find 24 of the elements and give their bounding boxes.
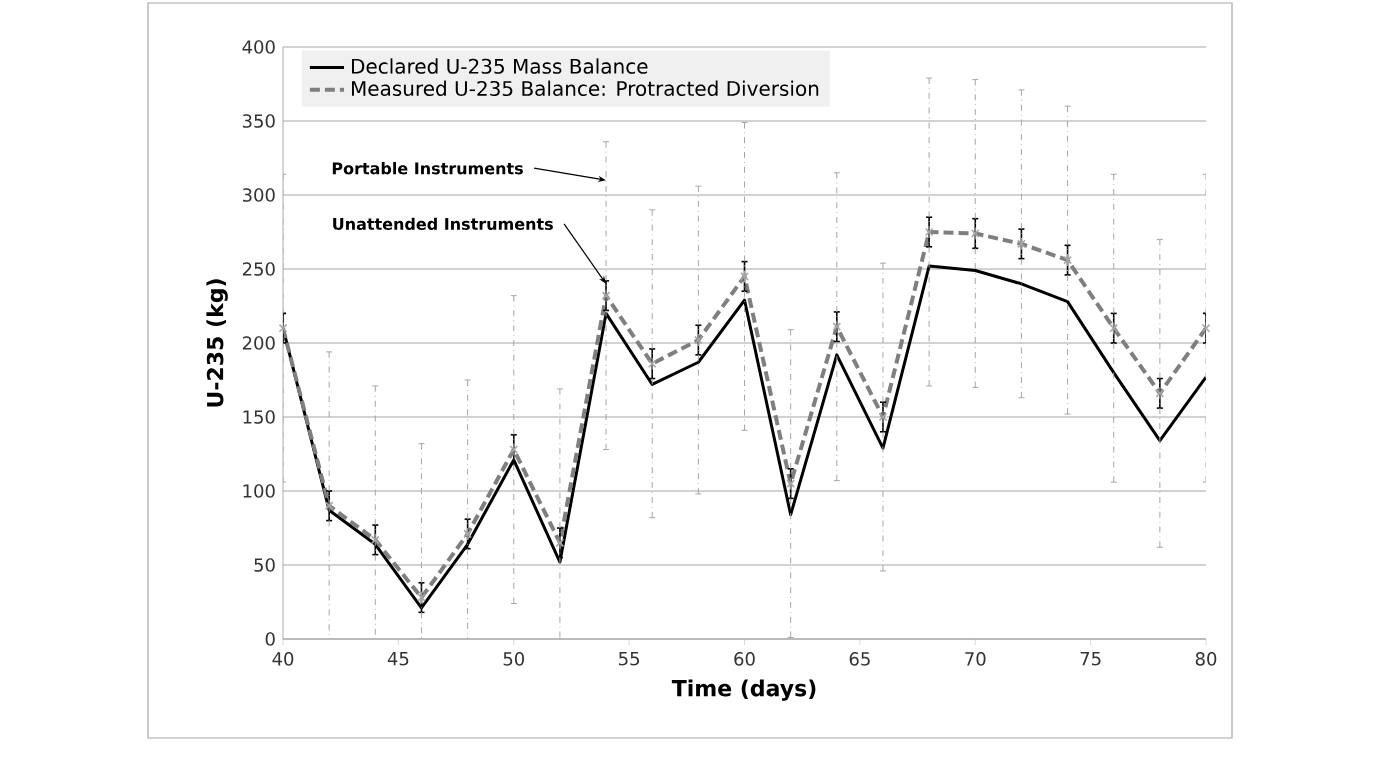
x-tick-label: 50	[503, 652, 525, 666]
x-tick-label: 40	[272, 652, 294, 666]
y-tick-label: 350	[242, 114, 275, 128]
annotation: Unattended Instruments	[333, 217, 553, 230]
y-tick-label: 200	[242, 336, 275, 350]
y-tick-label: 150	[243, 410, 275, 424]
x-tick-label: 80	[1195, 652, 1217, 666]
annotation: Portable Instruments	[332, 162, 523, 175]
y-tick-label: 250	[242, 262, 275, 276]
x-axis-title: Time (days)	[671, 679, 816, 701]
y-tick-label: 400	[242, 40, 275, 54]
x-tick-label: 45	[387, 652, 409, 666]
x-tick-label: 70	[965, 652, 986, 666]
y-tick-label: 0	[265, 632, 275, 646]
x-tick-label: 60	[734, 652, 755, 666]
legend-label: Measured U-235 Balance: Protracted Diversion	[352, 80, 819, 97]
x-tick-label: 75	[1080, 652, 1101, 666]
x-tick-label: 65	[849, 652, 870, 666]
legend-label: Declared U-235 Mass Balance	[352, 58, 648, 74]
x-tick-label: 55	[619, 652, 640, 666]
y-tick-label: 50	[254, 558, 275, 572]
y-tick-label: 300	[242, 188, 275, 202]
y-tick-label: 100	[243, 484, 275, 498]
y-axis-title: U-235 (kg)	[206, 279, 228, 407]
